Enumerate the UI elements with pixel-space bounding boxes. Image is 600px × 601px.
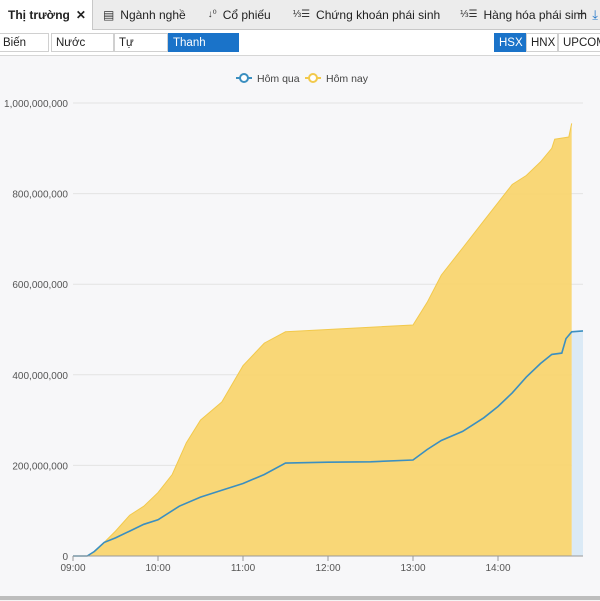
table-icon: ▤ xyxy=(102,7,115,22)
liquidity-chart: 0 200,000,000 400,000,000 600,000,000 800,00… xyxy=(0,56,600,596)
tab-derivatives[interactable]: ⅓☰ Chứng khoán phái sinh xyxy=(271,0,440,30)
yesterday-tail-area xyxy=(571,330,583,556)
y-tick-label: 800,000,000 xyxy=(12,190,68,201)
bottom-scrollbar[interactable] xyxy=(0,596,600,600)
list-icon: ⅓☰ xyxy=(460,9,478,20)
sort-icon: ↓⁰ xyxy=(207,9,217,20)
yesterday-line xyxy=(73,330,584,557)
x-tick-label: 09:00 xyxy=(60,563,85,574)
x-tick-label: 11:00 xyxy=(231,563,256,574)
tab-commodity-label: Hàng hóa phái sinh xyxy=(483,7,587,22)
tab-industry-label: Ngành nghề xyxy=(120,7,186,22)
y-axis-labels: 0 200,000,000 400,000,000 600,000,000 800,00… xyxy=(4,99,68,563)
exchange-upcom[interactable]: UPCOM xyxy=(558,33,600,52)
sub-tab-bar: Biến động Nước ngoài Tự doanh Thanh khoả… xyxy=(0,30,600,68)
tab-stocks[interactable]: ↓⁰ Cổ phiếu xyxy=(186,0,271,30)
top-tab-bar: Thị trường ✕ ▤ Ngành nghề ↓⁰ Cổ phiếu ⅓☰… xyxy=(0,0,600,30)
tab-bien-dong[interactable]: Biến động xyxy=(0,33,49,68)
list-icon: ⅓☰ xyxy=(292,9,311,20)
add-tab-icon[interactable]: + xyxy=(576,6,587,23)
tab-stocks-label: Cổ phiếu xyxy=(222,7,271,22)
top-right-actions: + ⤓ xyxy=(571,0,600,30)
tab-market-label: Thị trường xyxy=(8,7,70,22)
tab-nuoc-ngoai[interactable]: Nước ngoài xyxy=(51,33,114,68)
today-area xyxy=(73,123,572,556)
x-axis-labels: 09:00 10:00 11:00 12:00 13:00 14:00 xyxy=(60,563,510,574)
today-line xyxy=(73,123,573,557)
close-icon[interactable]: ✕ xyxy=(75,7,86,22)
tab-thanh-khoan[interactable]: Thanh khoản xyxy=(168,33,239,68)
legend-label: Hôm nay xyxy=(326,73,369,85)
exchange-hnx[interactable]: HNX xyxy=(526,33,558,52)
y-tick-label: 1,000,000,000 xyxy=(4,99,68,110)
chart-svg: 0 200,000,000 400,000,000 600,000,000 800,00… xyxy=(4,73,584,574)
x-tick-label: 13:00 xyxy=(400,563,425,574)
axes xyxy=(72,555,583,561)
y-tick-label: 400,000,000 xyxy=(12,371,68,382)
exchange-hsx[interactable]: HSX xyxy=(494,33,526,52)
tab-tu-doanh[interactable]: Tự doanh xyxy=(114,33,168,68)
tab-derivatives-label: Chứng khoán phái sinh xyxy=(316,7,441,22)
download-icon[interactable]: ⤓ xyxy=(592,7,598,22)
tab-market[interactable]: Thị trường ✕ xyxy=(0,0,93,30)
legend-swatch-marker xyxy=(239,73,249,83)
tab-industry[interactable]: ▤ Ngành nghề xyxy=(93,0,186,30)
tab-commodity[interactable]: ⅓☰ Hàng hóa phái sinh xyxy=(440,0,587,30)
y-tick-label: 0 xyxy=(62,552,68,563)
y-tick-label: 600,000,000 xyxy=(12,280,68,291)
legend[interactable]: Hôm qua Hôm nay xyxy=(236,73,369,85)
x-tick-label: 10:00 xyxy=(145,563,170,574)
x-tick-label: 14:00 xyxy=(485,563,510,574)
x-tick-label: 12:00 xyxy=(315,563,340,574)
legend-label: Hôm qua xyxy=(257,73,300,85)
legend-swatch-marker xyxy=(308,73,318,83)
chart-areas xyxy=(73,123,584,557)
y-tick-label: 200,000,000 xyxy=(12,461,68,472)
